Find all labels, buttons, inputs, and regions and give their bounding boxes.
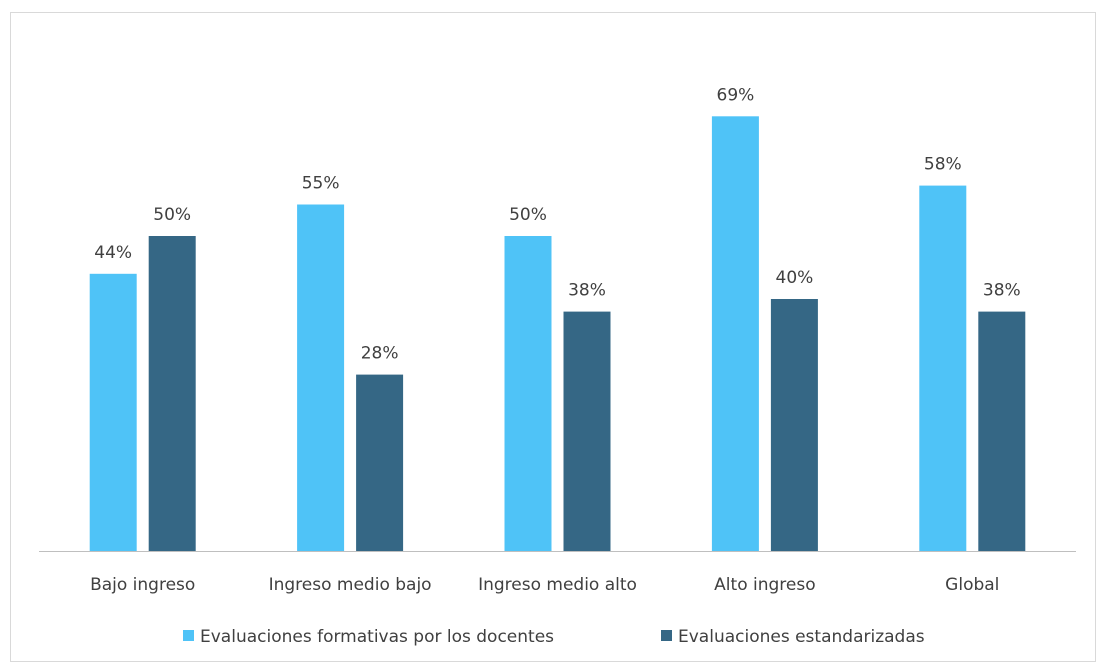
legend-swatch-series-1 bbox=[183, 630, 194, 641]
value-label-bajo-ingreso-series-2: 50% bbox=[153, 205, 191, 225]
legend-label-series-1: Evaluaciones formativas por los docentes bbox=[200, 627, 554, 647]
value-label-ingreso-medio-bajo-series-1: 55% bbox=[302, 174, 340, 194]
value-label-bajo-ingreso-series-1: 44% bbox=[94, 243, 132, 263]
bar-global-series-1 bbox=[919, 185, 967, 551]
category-label-global: Global bbox=[945, 575, 999, 595]
value-label-ingreso-medio-alto-series-1: 50% bbox=[509, 205, 547, 225]
bar-ingreso-medio-alto-series-2 bbox=[563, 311, 611, 551]
value-label-ingreso-medio-alto-series-2: 38% bbox=[568, 281, 606, 301]
category-label-ingreso-medio-bajo: Ingreso medio bajo bbox=[269, 575, 432, 595]
value-labels-group: 44% 50% 55% 28% 50% 38% 69% 40% 58% 38% bbox=[94, 85, 1020, 363]
value-label-alto-ingreso-series-2: 40% bbox=[776, 268, 814, 288]
category-label-bajo-ingreso: Bajo ingreso bbox=[90, 575, 195, 595]
bar-alto-ingreso-series-1 bbox=[711, 116, 759, 552]
bar-bajo-ingreso-series-1 bbox=[89, 273, 137, 551]
bar-bajo-ingreso-series-2 bbox=[148, 236, 196, 551]
bar-ingreso-medio-bajo-series-2 bbox=[356, 374, 404, 551]
bars-group bbox=[89, 116, 1026, 552]
bar-alto-ingreso-series-2 bbox=[770, 299, 818, 551]
bar-ingreso-medio-bajo-series-1 bbox=[297, 204, 345, 551]
legend-swatch-series-2 bbox=[661, 630, 672, 641]
legend: Evaluaciones formativas por los docentes… bbox=[183, 627, 925, 647]
category-labels-group: Bajo ingreso Ingreso medio bajo Ingreso me… bbox=[90, 575, 999, 595]
category-label-ingreso-medio-alto: Ingreso medio alto bbox=[478, 575, 637, 595]
bar-ingreso-medio-alto-series-1 bbox=[504, 236, 552, 551]
value-label-alto-ingreso-series-1: 69% bbox=[717, 85, 755, 105]
legend-label-series-2: Evaluaciones estandarizadas bbox=[678, 627, 925, 647]
value-label-global-series-1: 58% bbox=[924, 155, 962, 175]
value-label-ingreso-medio-bajo-series-2: 28% bbox=[361, 344, 399, 364]
category-label-alto-ingreso: Alto ingreso bbox=[714, 575, 815, 595]
bar-global-series-2 bbox=[978, 311, 1026, 551]
value-label-global-series-2: 38% bbox=[983, 281, 1021, 301]
